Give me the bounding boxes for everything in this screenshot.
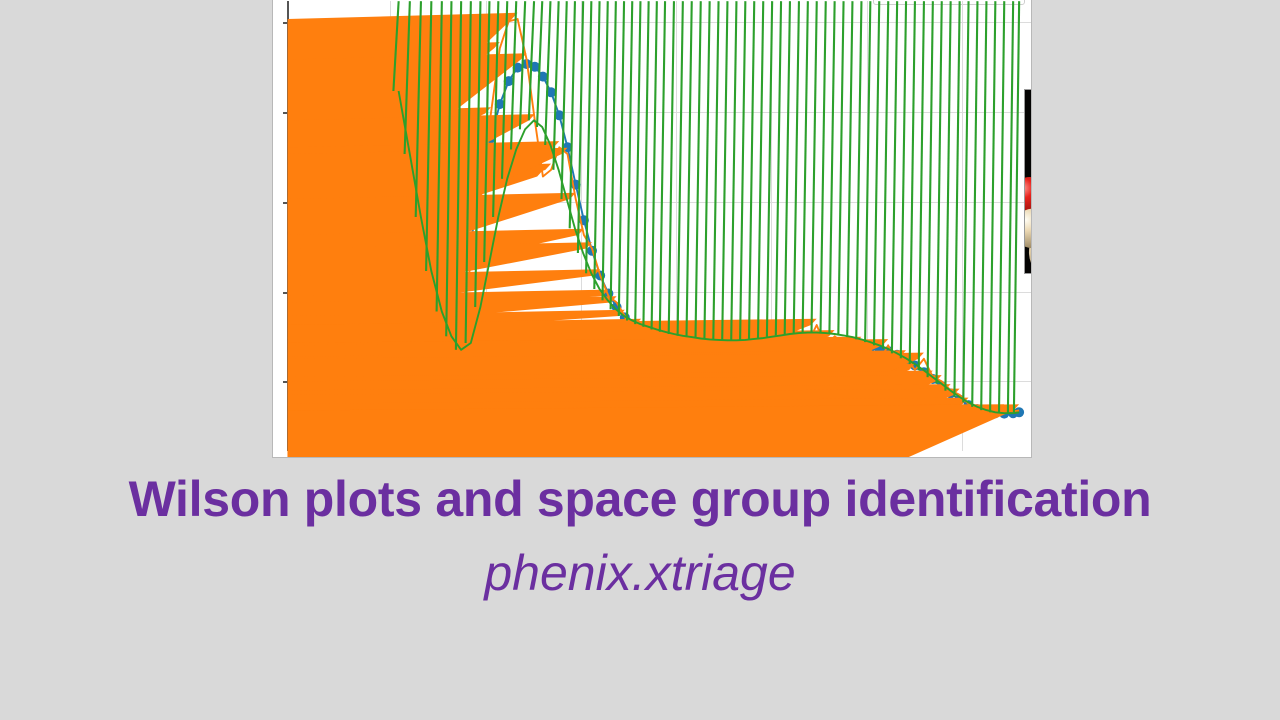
gridline-vertical bbox=[961, 1, 963, 451]
gridline-vertical bbox=[771, 1, 773, 451]
y-axis-tick bbox=[283, 112, 289, 115]
y-axis-tick bbox=[283, 201, 289, 204]
molecular-inset-image: 4.4 Å bbox=[1024, 89, 1031, 274]
gridline-horizontal bbox=[289, 22, 1031, 24]
chart-legend-strip[interactable]: Expected bbox=[873, 0, 1025, 5]
molecular-model-svg bbox=[1025, 90, 1031, 273]
series-layer bbox=[287, 1, 1025, 457]
page-title: Wilson plots and space group identificat… bbox=[128, 471, 1152, 527]
gridline-vertical bbox=[676, 1, 678, 451]
page-subtitle: phenix.xtriage bbox=[484, 545, 796, 601]
y-axis-tick bbox=[283, 22, 289, 25]
chart-window: Expected bbox=[272, 0, 1032, 458]
chart-series bbox=[392, 1, 1021, 415]
gridline-vertical bbox=[485, 1, 487, 451]
y-axis-tick bbox=[283, 381, 289, 384]
gridline-horizontal bbox=[289, 112, 1031, 114]
plot-area bbox=[283, 1, 1031, 457]
gridline-horizontal bbox=[289, 201, 1031, 203]
y-axis-tick bbox=[283, 291, 289, 294]
